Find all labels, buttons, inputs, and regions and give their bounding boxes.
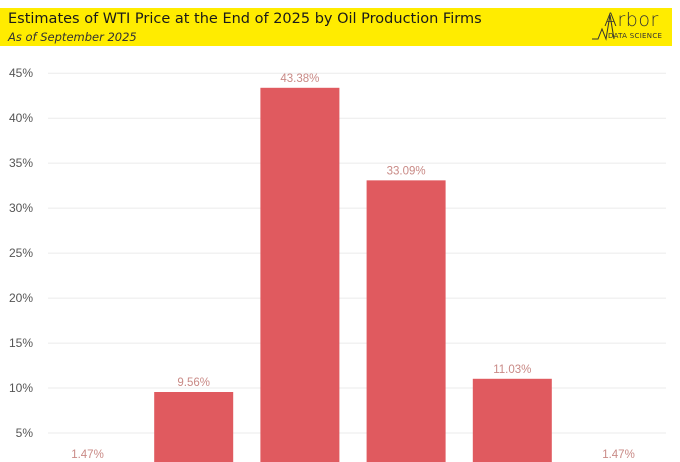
- bar: [472, 378, 552, 462]
- y-tick-label: 40%: [9, 111, 33, 125]
- bar-value-label: 11.03%: [493, 364, 531, 376]
- y-tick-label: 15%: [9, 336, 33, 350]
- y-tick-label: 20%: [9, 291, 33, 305]
- y-tick-label: 45%: [9, 66, 33, 80]
- bar: [366, 180, 446, 462]
- y-tick-label: 30%: [9, 201, 33, 215]
- bar: [154, 392, 234, 462]
- bar-value-label: 33.09%: [387, 165, 426, 177]
- chart-subtitle: As of September 2025: [8, 30, 137, 44]
- bar-value-label: 1.47%: [602, 449, 635, 461]
- bar-value-label: 1.47%: [71, 449, 104, 461]
- y-tick-label: 35%: [9, 156, 33, 170]
- y-tick-label: 25%: [9, 246, 33, 260]
- y-tick-label: 5%: [16, 426, 34, 440]
- logo-subtext: DATA SCIENCE: [608, 32, 663, 40]
- chart-title: Estimates of WTI Price at the End of 202…: [8, 11, 482, 27]
- arbor-logo: Arbor DATA SCIENCE: [590, 9, 663, 43]
- bar: [260, 87, 340, 462]
- bar-value-label: 9.56%: [177, 377, 210, 389]
- logo-word: Arbor: [604, 9, 659, 31]
- title-banner: Estimates of WTI Price at the End of 202…: [0, 8, 672, 46]
- logo-mark-icon: [592, 14, 615, 41]
- data-labels: 1.47% 9.56% 43.38% 33.09% 11.03% 1.47%: [71, 73, 635, 461]
- bars: [154, 87, 552, 462]
- y-axis-ticks: 5% 10% 15% 20% 25% 30% 35% 40% 45%: [9, 66, 33, 440]
- bar-value-label: 43.38%: [280, 73, 319, 85]
- y-tick-label: 10%: [9, 381, 33, 395]
- gridlines: [48, 72, 666, 434]
